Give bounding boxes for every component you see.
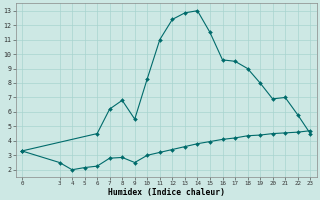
X-axis label: Humidex (Indice chaleur): Humidex (Indice chaleur) [108, 188, 225, 197]
